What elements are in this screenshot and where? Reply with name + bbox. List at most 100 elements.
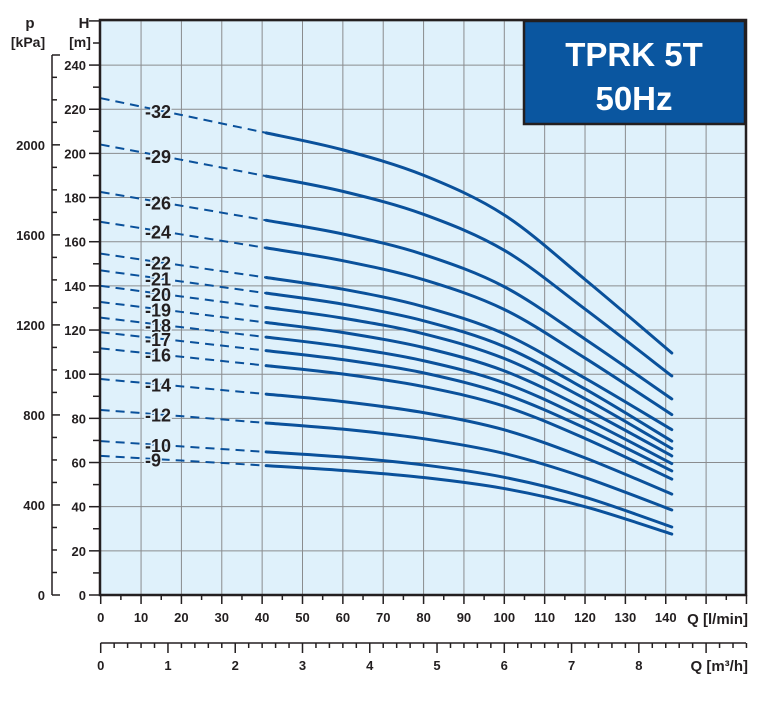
- x-tick-label: 80: [416, 610, 430, 625]
- title-box: TPRK 5T 50Hz: [522, 19, 747, 126]
- curve-label: -20: [145, 285, 171, 305]
- curve-label: -32: [145, 102, 171, 122]
- y-tick-label: 240: [64, 58, 86, 73]
- y-tick-label: 0: [79, 588, 86, 603]
- y-tick-label: 100: [64, 367, 86, 382]
- y2-tick-label: 400: [23, 498, 45, 513]
- curve-solid-stage-10: [264, 450, 674, 529]
- x2-tick-label: 6: [501, 658, 508, 673]
- x-axis-label: Q [l/min]: [687, 611, 748, 628]
- curves: [100, 97, 674, 536]
- curve-dashed-stage-26: [100, 191, 267, 222]
- y2-axis-label-p-unit: [kPa]: [11, 34, 45, 50]
- curve-solid-stage-14: [264, 392, 674, 496]
- curve-solid-stage-20: [264, 306, 674, 451]
- curve-dashed-stage-29: [100, 143, 267, 178]
- x-tick-label: 30: [215, 610, 229, 625]
- curve-dashed-stage-16: [100, 347, 267, 367]
- axes: 0204060801001201401601802002202400400800…: [16, 20, 748, 673]
- y-tick-label: 60: [72, 456, 86, 471]
- title-line-1: TPRK 5T: [565, 36, 703, 73]
- y2-axis-label-p: p: [25, 15, 34, 32]
- curve-solid-stage-16: [264, 364, 674, 481]
- curve-label: -21: [145, 270, 171, 290]
- title-line-2: 50Hz: [595, 80, 672, 117]
- x-tick-label: 20: [174, 610, 188, 625]
- x-tick-label: 0: [97, 610, 104, 625]
- curve-dashed-stage-20: [100, 284, 267, 309]
- curve-label: -16: [145, 346, 171, 366]
- x2-axis-label: Q [m³/h]: [691, 658, 749, 675]
- x-tick-label: 140: [655, 610, 677, 625]
- y-tick-label: 200: [64, 146, 86, 161]
- x-tick-label: 10: [134, 610, 148, 625]
- curve-label: -9: [145, 450, 161, 470]
- x-tick-label: 100: [493, 610, 515, 625]
- y-tick-label: 140: [64, 279, 86, 294]
- curve-label: -26: [145, 193, 171, 213]
- curve-dashed-stage-14: [100, 378, 267, 396]
- x2-tick-label: 3: [299, 658, 306, 673]
- x-tick-label: 70: [376, 610, 390, 625]
- curve-solid-stage-32: [264, 131, 674, 355]
- curve-dashed-stage-10: [100, 440, 267, 453]
- curve-solid-stage-26: [264, 218, 674, 401]
- curve-solid-stage-18: [264, 335, 674, 466]
- y-axis-label-h-unit: [m]: [69, 34, 91, 50]
- curve-solid-stage-29: [264, 174, 674, 378]
- x-tick-label: 40: [255, 610, 269, 625]
- curve-dashed-stage-9: [100, 454, 267, 467]
- x2-tick-label: 1: [164, 658, 171, 673]
- curve-dashed-stage-18: [100, 316, 267, 339]
- curve-label: -10: [145, 436, 171, 456]
- curve-dashed-stage-21: [100, 269, 267, 295]
- curve-label: -19: [145, 300, 171, 320]
- y-tick-label: 20: [72, 544, 86, 559]
- curve-label: -18: [145, 316, 171, 336]
- y-tick-label: 120: [64, 323, 86, 338]
- curve-solid-stage-19: [264, 321, 674, 458]
- y2-tick-label: 800: [23, 408, 45, 423]
- y2-tick-label: 1200: [16, 318, 45, 333]
- curve-label: -14: [145, 376, 171, 396]
- x2-tick-label: 4: [366, 658, 374, 673]
- curve-dashed-stage-17: [100, 331, 267, 352]
- y2-tick-label: 0: [38, 588, 45, 603]
- x2-tick-label: 5: [433, 658, 440, 673]
- curve-labels: -32 -29 -26 -24 -22-21-20-19-18-17-16 -14 -12 -…: [144, 100, 173, 472]
- x-tick-label: 120: [574, 610, 596, 625]
- x-tick-label: 50: [295, 610, 309, 625]
- x2-tick-label: 0: [97, 658, 104, 673]
- y-tick-label: 160: [64, 235, 86, 250]
- curve-solid-stage-24: [264, 246, 674, 417]
- y-tick-label: 220: [64, 102, 86, 117]
- curve-label: -24: [145, 222, 171, 242]
- curve-dashed-stage-22: [100, 252, 267, 279]
- curve-solid-stage-17: [264, 349, 674, 473]
- x-tick-label: 130: [615, 610, 637, 625]
- x-tick-label: 90: [457, 610, 471, 625]
- x2-tick-label: 2: [232, 658, 239, 673]
- curve-dashed-stage-19: [100, 301, 267, 324]
- curve-dashed-stage-32: [100, 97, 267, 134]
- y2-tick-label: 1600: [16, 228, 45, 243]
- curve-dashed-stage-24: [100, 220, 267, 249]
- x-tick-label: 60: [336, 610, 350, 625]
- y2-tick-label: 2000: [16, 138, 45, 153]
- curve-solid-stage-12: [264, 421, 674, 512]
- curve-solid-stage-9: [264, 464, 674, 536]
- y-axis-label-h: H: [79, 15, 90, 32]
- curve-dashed-stage-12: [100, 408, 267, 424]
- y-tick-label: 80: [72, 411, 86, 426]
- curve-label: -17: [145, 330, 171, 350]
- curve-label: -12: [145, 406, 171, 426]
- y-tick-label: 180: [64, 191, 86, 206]
- curve-label: -29: [145, 147, 171, 167]
- x2-tick-label: 8: [635, 658, 642, 673]
- curve-solid-stage-21: [264, 291, 674, 443]
- curve-solid-stage-22: [264, 275, 674, 432]
- x-tick-label: 110: [534, 610, 555, 625]
- x2-tick-label: 7: [568, 658, 575, 673]
- y-tick-label: 40: [72, 500, 86, 515]
